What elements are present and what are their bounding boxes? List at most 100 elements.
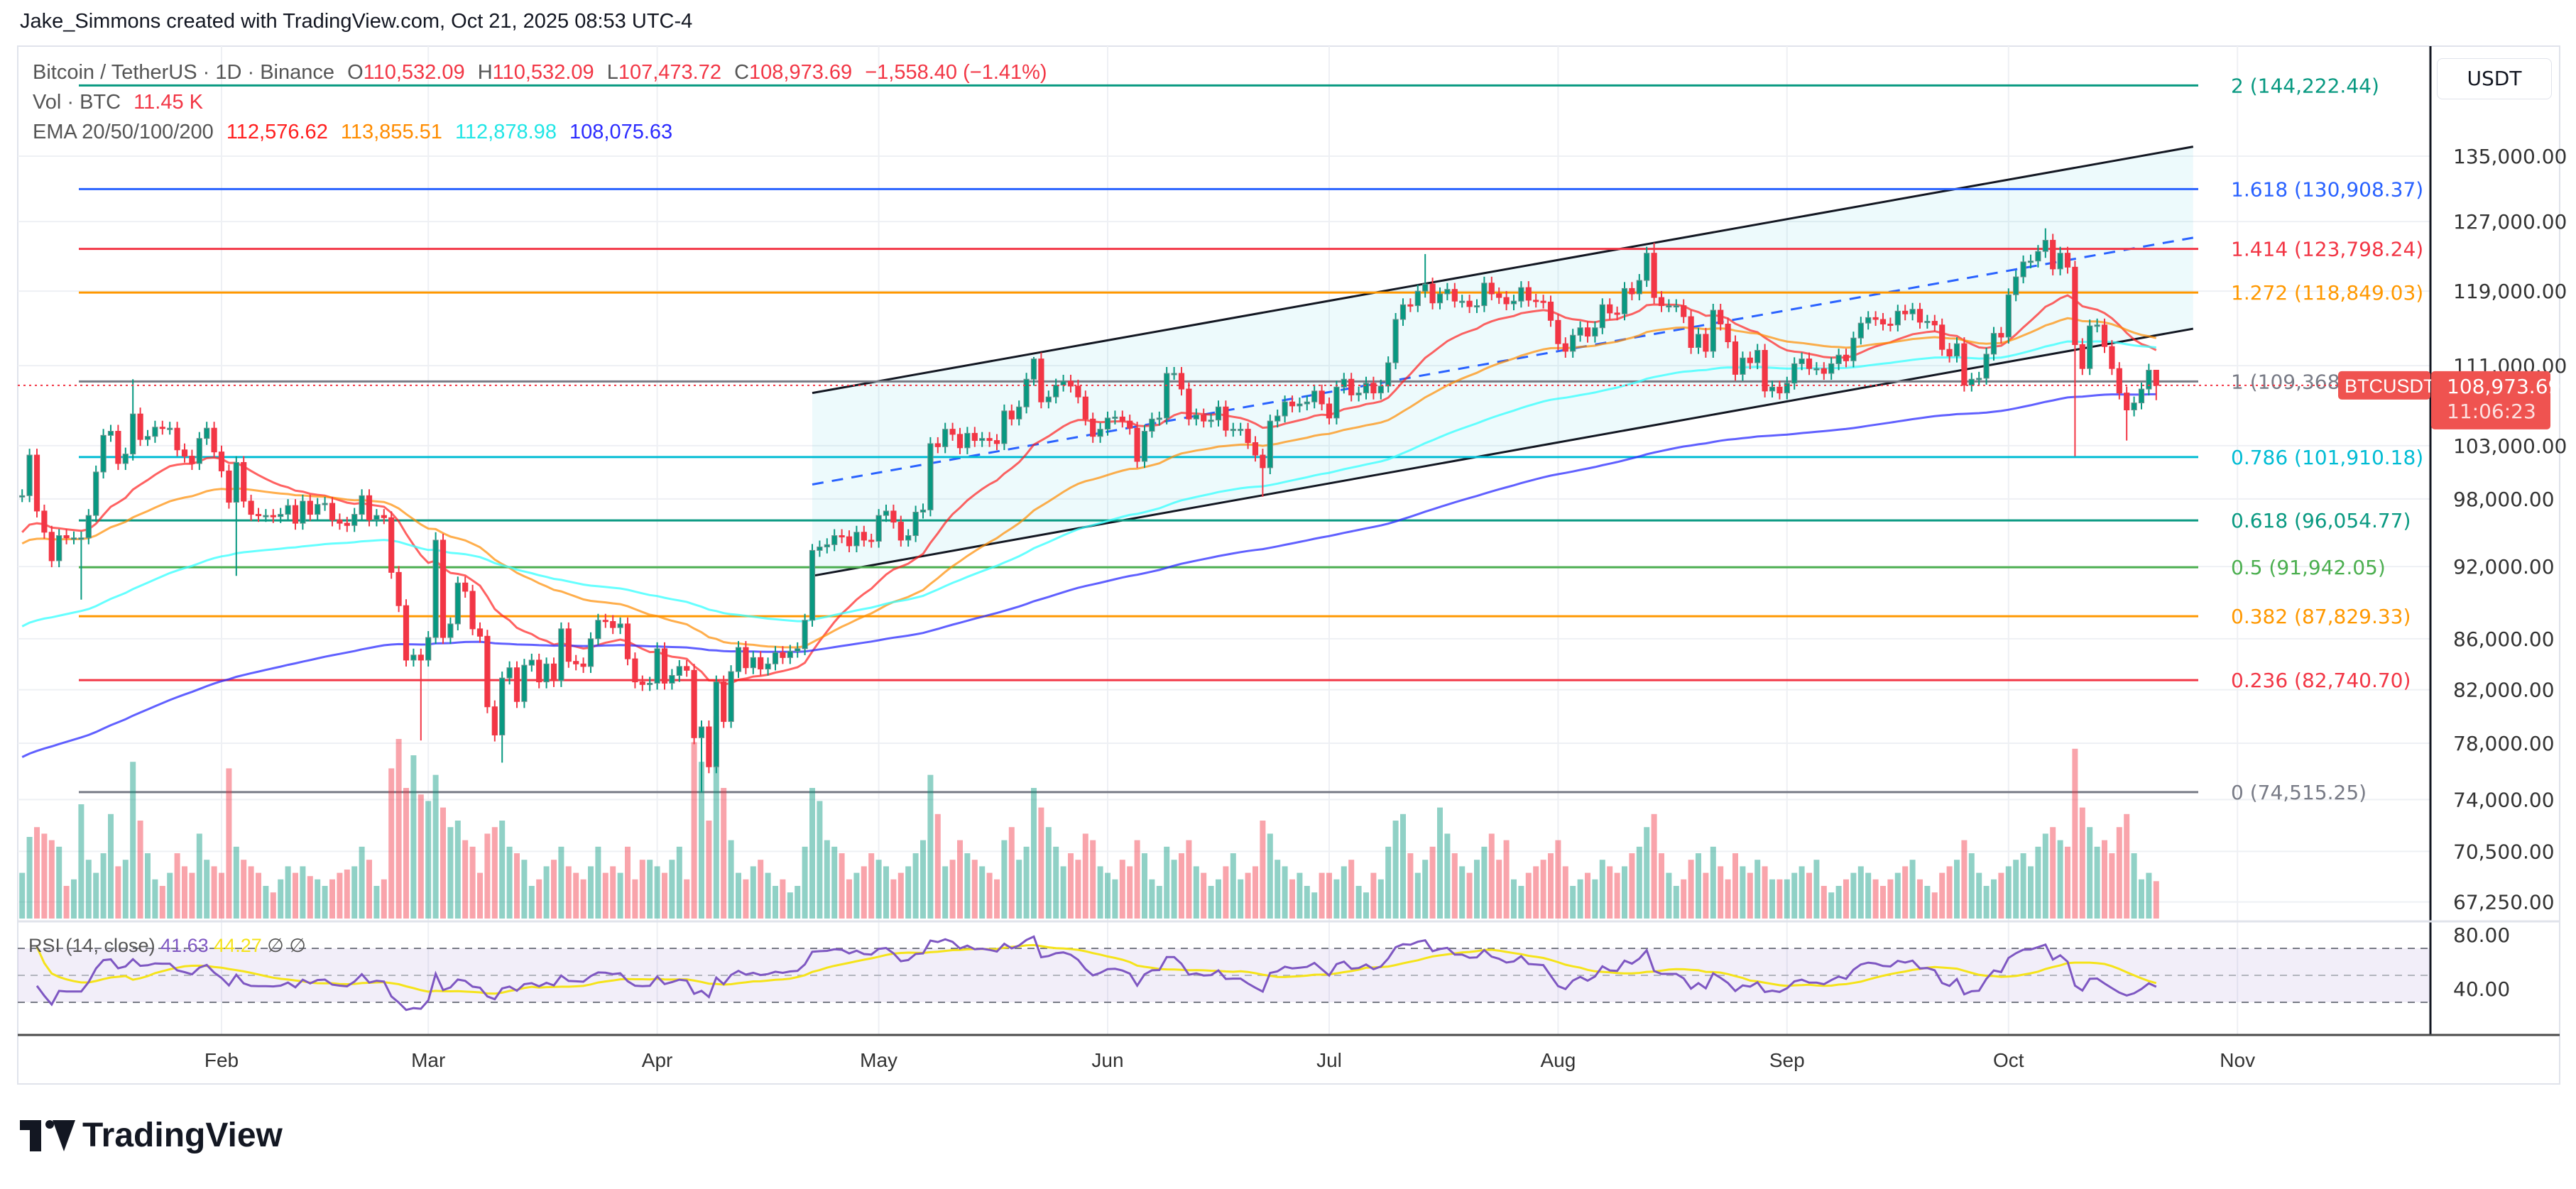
ema20-line <box>21 294 2157 686</box>
volume-bar <box>521 860 528 919</box>
candle <box>241 461 247 502</box>
volume-bar <box>2005 866 2012 919</box>
candle <box>56 535 62 561</box>
candle <box>654 648 660 684</box>
candle <box>1688 316 1694 349</box>
volume-bar <box>536 879 542 919</box>
candle <box>1894 310 1901 326</box>
candle <box>2005 294 2012 338</box>
price-axis-label: 70,500.00 <box>2453 840 2555 863</box>
candle <box>971 432 978 442</box>
candle <box>927 443 934 510</box>
candle <box>1275 415 1281 422</box>
volume-bar <box>728 840 734 919</box>
volume-bar <box>1238 879 1244 919</box>
volume-legend[interactable]: Vol · BTC 11.45 K <box>33 91 210 114</box>
volume-bar <box>1252 866 1258 919</box>
candle <box>1082 396 1088 420</box>
price-axis-label: 86,000.00 <box>2453 628 2555 651</box>
candle <box>580 663 586 667</box>
volume-bar <box>425 801 432 919</box>
volume-bar <box>780 879 786 919</box>
candle <box>19 495 26 498</box>
ema20-value: 112,576.62 <box>226 121 328 143</box>
candle <box>809 549 816 621</box>
volume-bar <box>462 840 469 919</box>
candle <box>1607 304 1613 314</box>
volume-bar <box>1614 872 1620 919</box>
candle <box>285 505 291 515</box>
candle <box>1355 393 1362 395</box>
candle <box>1363 383 1370 394</box>
candle <box>1186 388 1192 420</box>
candle <box>1769 386 1776 392</box>
candle <box>1998 333 2004 338</box>
volume-bar <box>278 879 284 919</box>
volume-bar <box>2102 840 2107 919</box>
candle <box>1732 341 1739 375</box>
candle <box>1451 289 1458 302</box>
volume-bar <box>226 768 232 919</box>
candle <box>484 635 491 708</box>
low-label: L <box>606 61 618 84</box>
candle <box>78 537 84 540</box>
candle <box>1333 386 1340 419</box>
price-axis-label: 74,000.00 <box>2453 788 2555 811</box>
candle <box>1887 323 1894 326</box>
ema-lines <box>21 294 2157 758</box>
candle <box>993 440 1000 444</box>
volume-bar <box>1629 853 1635 919</box>
volume-bar <box>1673 886 1679 919</box>
volume-bar <box>351 866 358 919</box>
volume-bar <box>765 872 771 919</box>
candle <box>373 515 380 520</box>
candle <box>934 443 941 447</box>
candle <box>684 666 690 671</box>
volume-bar <box>1481 846 1488 919</box>
currency-button[interactable]: USDT <box>2437 58 2552 99</box>
volume-bar <box>1370 872 1377 919</box>
rsi-legend[interactable]: RSI (14, close) 41.63 44.27 ∅ ∅ <box>28 935 306 957</box>
rsi-axis-label: 40.00 <box>2453 977 2510 1001</box>
candle <box>1053 385 1059 398</box>
volume-bar <box>174 853 180 919</box>
volume-bar <box>2020 853 2026 919</box>
price-axis-label: 127,000.00 <box>2453 210 2567 234</box>
candle <box>278 514 284 517</box>
candle <box>2072 266 2078 346</box>
close-value: 108,973.69 <box>749 61 853 84</box>
volume-bar <box>743 879 749 919</box>
candle <box>1916 309 1923 323</box>
volume-bar <box>256 872 261 919</box>
volume-bar <box>1437 807 1443 919</box>
candle <box>1392 319 1399 363</box>
rsi-label: RSI (14, close) <box>28 935 155 956</box>
volume-bar <box>1060 866 1066 919</box>
candle <box>2101 324 2108 347</box>
candle <box>107 431 114 436</box>
volume-bar <box>1474 860 1480 919</box>
volume-bar <box>1762 866 1768 919</box>
volume-bar <box>691 742 697 919</box>
axes[interactable]: 135,000.00127,000.00119,000.00111,000.00… <box>204 145 2567 1071</box>
rsi-axis-label: 80.00 <box>2453 924 2510 947</box>
volume-bar <box>2124 813 2130 919</box>
candle <box>476 628 484 637</box>
candle <box>41 510 48 533</box>
volume-bar <box>1511 879 1517 919</box>
candle <box>1547 301 1554 321</box>
candle <box>528 659 535 666</box>
candle <box>1813 368 1820 371</box>
fib-retracement[interactable]: 2 (144,222.44) 1.618 (130,908.37) 1.414 (1… <box>79 74 2423 804</box>
candle <box>831 535 838 545</box>
volume-bar <box>1496 860 1502 919</box>
price-axis-label: 67,250.00 <box>2453 891 2555 914</box>
ema-legend[interactable]: EMA 20/50/100/200 112,576.62 113,855.51 … <box>33 121 680 144</box>
volume-bar <box>1333 879 1340 919</box>
candle <box>1806 358 1813 369</box>
candle <box>1673 305 1679 308</box>
symbol-legend[interactable]: Bitcoin / TetherUS · 1D · Binance O110,5… <box>33 61 1054 84</box>
volume-bar <box>1355 886 1362 919</box>
volume-bar <box>883 866 889 919</box>
